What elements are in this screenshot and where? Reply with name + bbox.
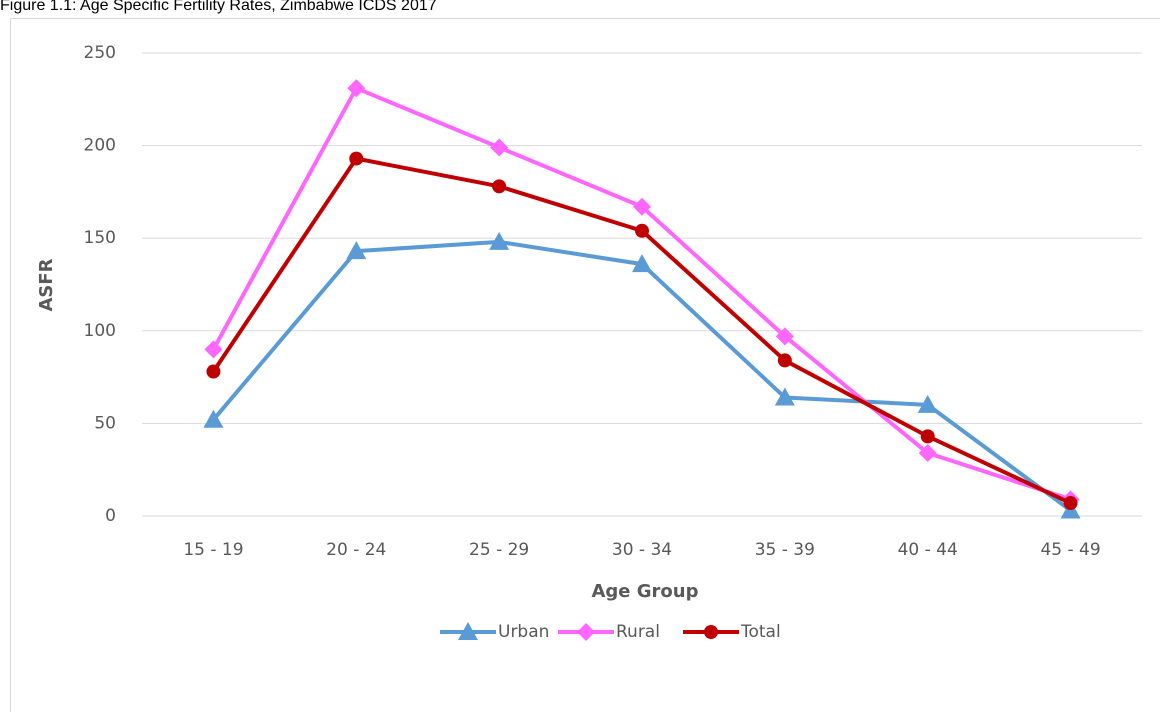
point-marker xyxy=(204,340,223,359)
y-tick-label: 150 xyxy=(84,228,116,248)
y-tick-label: 50 xyxy=(94,413,116,433)
point-marker xyxy=(490,138,509,157)
point-marker xyxy=(632,254,652,273)
point-marker xyxy=(917,394,938,413)
legend-label: Total xyxy=(740,622,781,642)
point-marker xyxy=(492,179,507,194)
point-marker xyxy=(920,429,935,444)
y-tick-label: 0 xyxy=(105,506,116,526)
chart-frame xyxy=(10,18,1160,712)
x-tick-label: 20 - 24 xyxy=(326,540,386,560)
x-tick-label: 35 - 39 xyxy=(755,540,815,560)
x-tick-label: 45 - 49 xyxy=(1040,540,1100,560)
point-marker xyxy=(633,197,651,216)
x-axis-label: Age Group xyxy=(591,581,698,602)
point-marker xyxy=(1063,496,1078,511)
y-tick-label: 250 xyxy=(84,43,116,63)
point-marker xyxy=(774,387,795,406)
legend-label: Rural xyxy=(616,622,660,642)
legend-label: Urban xyxy=(498,622,549,642)
point-marker xyxy=(347,79,366,98)
point-marker xyxy=(775,327,794,346)
point-marker xyxy=(458,622,478,640)
x-tick-label: 40 - 44 xyxy=(898,540,958,560)
point-marker xyxy=(206,364,221,379)
x-tick-label: 25 - 29 xyxy=(469,540,529,560)
point-marker xyxy=(346,241,367,260)
y-tick-label: 200 xyxy=(84,136,116,156)
point-marker xyxy=(918,444,937,463)
point-marker xyxy=(349,151,364,166)
x-tick-label: 30 - 34 xyxy=(612,540,672,560)
point-marker xyxy=(777,353,792,368)
x-tick-label: 15 - 19 xyxy=(183,540,243,560)
point-marker xyxy=(635,223,649,238)
y-tick-label: 100 xyxy=(84,321,116,341)
point-marker xyxy=(203,409,224,428)
point-marker xyxy=(489,231,510,250)
point-marker xyxy=(704,625,718,639)
y-axis-label: ASFR xyxy=(36,258,57,311)
chart-title: Figure 1.1: Age Specific Fertility Rates… xyxy=(0,0,437,14)
point-marker xyxy=(577,623,595,641)
